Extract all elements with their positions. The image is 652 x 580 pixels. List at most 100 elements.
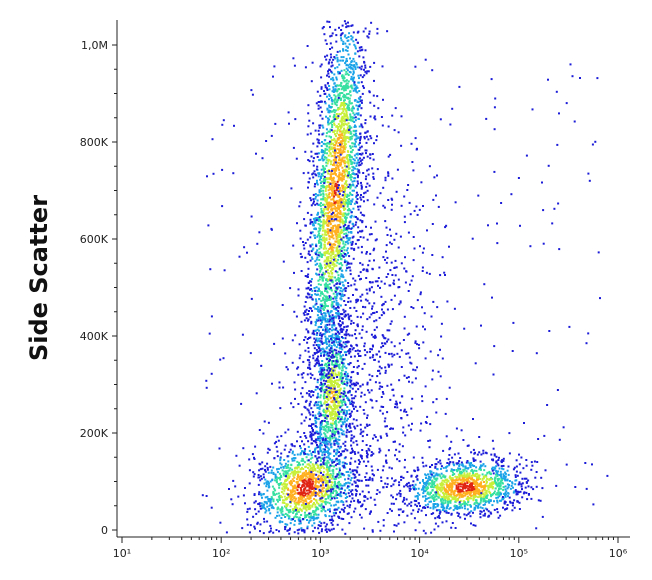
- data-point: [325, 221, 328, 224]
- data-point: [314, 512, 317, 515]
- data-point: [293, 523, 296, 526]
- data-point: [324, 290, 327, 292]
- data-point: [299, 493, 302, 496]
- data-point: [319, 316, 322, 319]
- data-point: [334, 366, 337, 369]
- data-point: [591, 463, 593, 466]
- data-point: [308, 361, 311, 364]
- data-point: [339, 262, 342, 265]
- data-point: [318, 298, 321, 300]
- data-point: [357, 459, 360, 462]
- data-point: [358, 171, 361, 174]
- data-point: [351, 162, 354, 165]
- data-point: [258, 491, 261, 494]
- data-point: [351, 348, 354, 351]
- data-point: [323, 368, 326, 371]
- data-point: [332, 401, 335, 404]
- data-point: [321, 141, 323, 143]
- data-point: [301, 480, 304, 483]
- data-point: [279, 457, 282, 460]
- data-point: [323, 212, 326, 215]
- data-point: [331, 392, 334, 395]
- data-point: [376, 27, 379, 30]
- data-point: [341, 369, 344, 372]
- data-point: [336, 353, 339, 356]
- data-point: [325, 387, 328, 390]
- data-point: [316, 179, 318, 182]
- data-point: [348, 315, 351, 318]
- data-point: [321, 465, 324, 468]
- data-point: [352, 57, 355, 60]
- data-point: [320, 509, 323, 512]
- data-point: [293, 490, 296, 493]
- data-point: [326, 326, 329, 329]
- data-point: [329, 426, 332, 429]
- data-point: [343, 89, 346, 92]
- data-point: [448, 464, 451, 467]
- data-point: [309, 431, 312, 434]
- data-point: [308, 508, 311, 510]
- data-point: [318, 520, 321, 523]
- data-point: [339, 104, 342, 107]
- data-point: [278, 514, 281, 517]
- data-point: [338, 171, 341, 174]
- data-point: [311, 483, 314, 486]
- data-point: [349, 187, 352, 190]
- data-point: [304, 487, 307, 490]
- data-point: [302, 312, 305, 315]
- data-point: [278, 521, 281, 524]
- data-point: [333, 156, 336, 159]
- data-point: [328, 395, 331, 398]
- data-point: [319, 396, 322, 399]
- data-point: [336, 360, 339, 363]
- data-point: [316, 358, 319, 361]
- data-point: [320, 180, 323, 183]
- data-point: [347, 300, 350, 303]
- data-point: [322, 479, 325, 482]
- data-point: [306, 45, 309, 47]
- data-point: [350, 84, 353, 87]
- data-point: [352, 322, 355, 324]
- data-point: [336, 376, 339, 378]
- data-point: [308, 424, 311, 427]
- data-point: [329, 423, 332, 426]
- data-point: [327, 278, 330, 281]
- data-point: [335, 293, 338, 296]
- data-point: [339, 511, 341, 514]
- data-point: [322, 151, 325, 154]
- data-point: [296, 453, 299, 456]
- data-point: [342, 509, 345, 511]
- data-point: [329, 247, 332, 250]
- data-point: [351, 169, 353, 172]
- data-point: [337, 178, 340, 181]
- data-point: [320, 187, 323, 190]
- data-point: [265, 509, 268, 512]
- data-point: [241, 527, 244, 530]
- data-point: [328, 184, 331, 187]
- data-point: [260, 502, 263, 505]
- data-point: [327, 427, 330, 430]
- data-point: [322, 448, 325, 451]
- data-point: [300, 413, 303, 416]
- data-point: [325, 374, 327, 377]
- data-point: [293, 459, 296, 462]
- data-point: [303, 499, 306, 502]
- data-point: [339, 216, 342, 219]
- data-point: [332, 86, 335, 89]
- data-point: [320, 475, 323, 478]
- data-point: [314, 307, 317, 310]
- data-point: [317, 481, 320, 484]
- data-point: [266, 495, 269, 498]
- data-point: [354, 405, 357, 408]
- data-point: [331, 76, 334, 79]
- data-point: [290, 494, 293, 497]
- data-point: [316, 138, 319, 141]
- data-point: [319, 405, 322, 408]
- data-point: [317, 401, 320, 404]
- data-point: [329, 275, 332, 278]
- data-point: [311, 309, 313, 312]
- data-point: [348, 482, 351, 485]
- data-point: [352, 112, 355, 115]
- data-point: [343, 249, 346, 252]
- data-point: [322, 307, 325, 310]
